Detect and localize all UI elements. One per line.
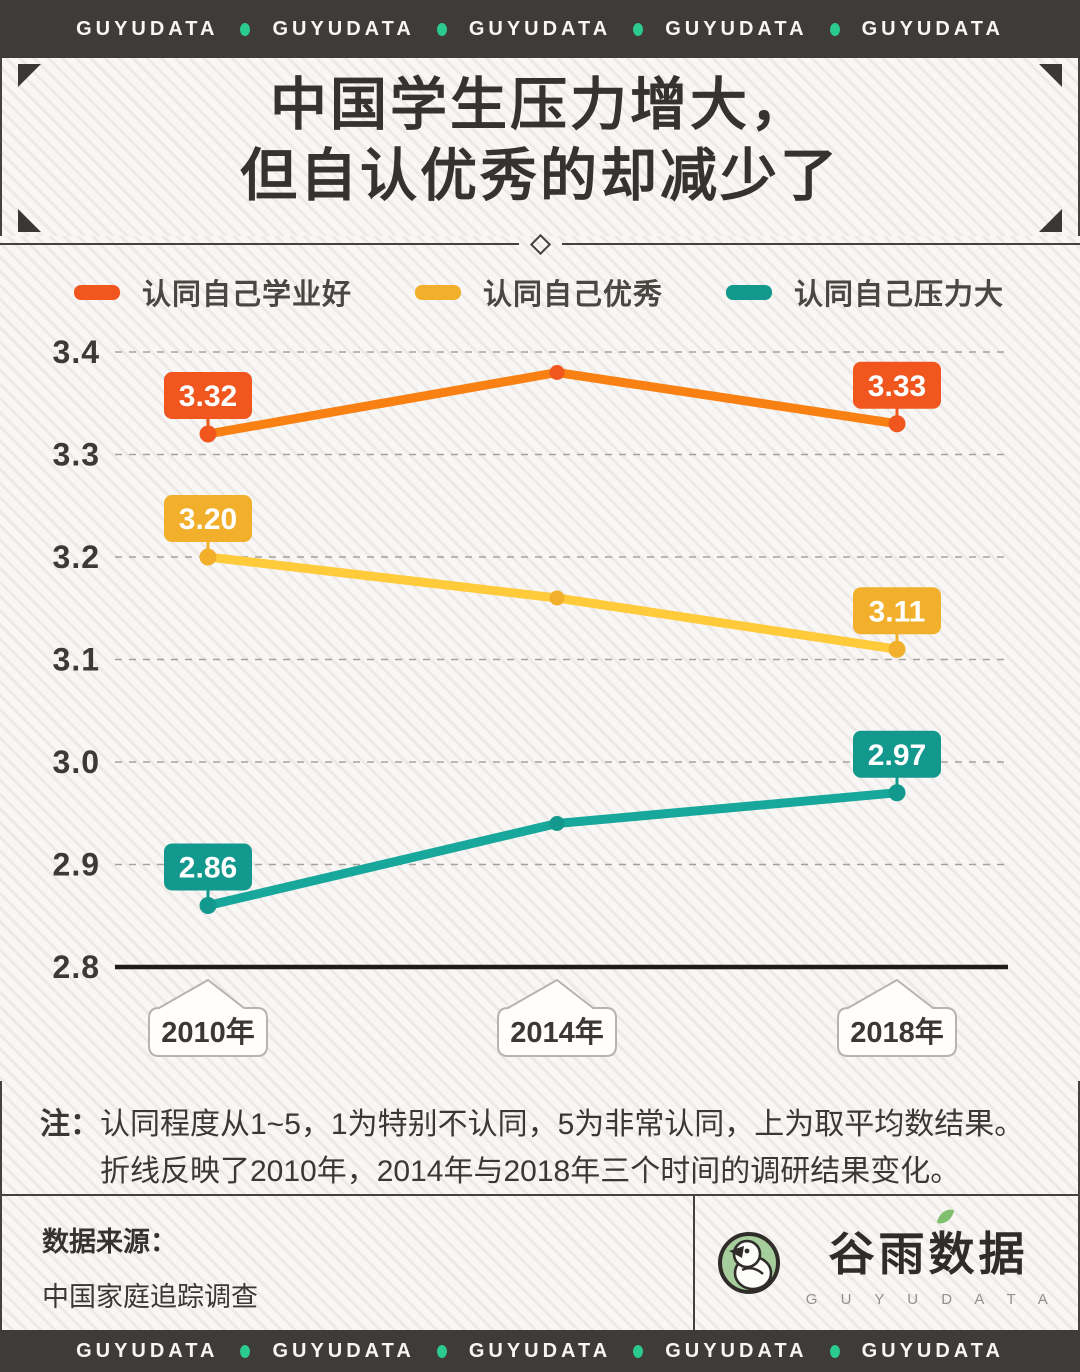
brand-label: GUYUDATA: [76, 17, 219, 40]
line-chart: 3.4 3.3 3.2 3.1 3.0 2.9 2.8 2010年 2014年 2018年 3.32…: [53, 334, 1010, 1057]
page-title-line1: 中国学生压力增大，: [270, 73, 810, 137]
corner-marker-top-right-icon: [1039, 64, 1062, 87]
x-tick-label: 2014年: [510, 1015, 604, 1049]
note-prefix: 注：: [40, 1108, 100, 1141]
publisher-logo-block: 谷雨数据 G U Y U D A T A: [693, 1196, 1078, 1330]
source-label: 数据来源：: [42, 1227, 177, 1257]
footer: 数据来源： 中国家庭追踪调查 谷雨数据: [2, 1194, 1078, 1330]
brand-label: GUYUDATA: [272, 17, 415, 40]
divider-rule: [0, 243, 519, 245]
data-label: 2.86: [179, 852, 237, 885]
data-label: 3.20: [179, 503, 237, 536]
brand-dot-icon: [240, 1344, 251, 1358]
brand-dot-icon: [436, 1344, 447, 1358]
legend-item-excellent: 认同自己优秀: [414, 271, 663, 313]
data-source-block: 数据来源： 中国家庭追踪调查: [2, 1196, 693, 1330]
brand-label: GUYUDATA: [272, 1339, 415, 1362]
legend-swatch-orange-icon: [74, 284, 120, 300]
chart-legend: 认同自己学业好 认同自己优秀 认同自己压力大: [0, 271, 1080, 313]
brand-label: GUYUDATA: [665, 17, 808, 40]
data-label-box: [853, 587, 941, 635]
data-label: 3.32: [179, 380, 237, 413]
y-tick-label: 3.1: [53, 642, 100, 678]
legend-swatch-teal-icon: [725, 284, 772, 300]
data-point: [549, 816, 565, 831]
data-point: [549, 590, 565, 606]
divider-rule: [561, 243, 1080, 245]
bottom-brand-bar: GUYUDATA GUYUDATA GUYUDATA GUYUDATA GUYU…: [0, 1330, 1080, 1372]
logo-english-name: G U Y U D A T A: [805, 1291, 1058, 1308]
brand-dot-icon: [633, 22, 644, 36]
y-tick-label: 3.4: [53, 334, 100, 370]
logo-chinese-name: 谷雨数据: [828, 1227, 1029, 1281]
data-point: [888, 784, 906, 802]
note-line1: 认同程度从1~5，1为特别不认同，5为非常认同，上为取平均数结果。: [100, 1108, 1025, 1141]
brand-label: GUYUDATA: [861, 1339, 1004, 1362]
lower-frame: 注： 认同程度从1~5，1为特别不认同，5为非常认同，上为取平均数结果。 折线反…: [0, 1081, 1080, 1330]
legend-swatch-yellow-icon: [414, 284, 461, 300]
corner-marker-top-left-icon: [18, 64, 41, 87]
data-point: [549, 365, 565, 380]
note-section: 注： 认同程度从1~5，1为特别不认同，5为非常认同，上为取平均数结果。 折线反…: [2, 1081, 1078, 1194]
brand-label: GUYUDATA: [665, 1339, 808, 1362]
brand-dot-icon: [829, 22, 840, 36]
diamond-icon: [529, 233, 551, 255]
data-label-box: [164, 372, 252, 419]
data-label: 3.11: [869, 595, 926, 628]
legend-label: 认同自己优秀: [482, 279, 663, 311]
x-tick-label: 2018年: [850, 1015, 944, 1049]
series-line: [203, 788, 902, 910]
data-point: [888, 640, 906, 658]
brand-label: GUYUDATA: [76, 1339, 219, 1362]
brand-label: GUYUDATA: [468, 17, 612, 40]
y-tick-label: 3.2: [53, 539, 100, 575]
brand-dot-icon: [829, 1344, 840, 1358]
data-point: [888, 415, 906, 433]
corner-marker-bottom-right-icon: [1039, 209, 1062, 232]
brand-dot-icon: [633, 1344, 644, 1358]
brand-dot-icon: [436, 22, 447, 36]
brand-label: GUYUDATA: [861, 17, 1004, 40]
top-brand-bar: GUYUDATA GUYUDATA GUYUDATA GUYUDATA GUYU…: [0, 0, 1080, 58]
data-label: 3.33: [868, 370, 926, 403]
data-point: [199, 897, 217, 914]
data-label-box: [853, 730, 941, 778]
y-tick-label: 3.3: [53, 437, 100, 473]
legend-label: 认同自己压力大: [793, 279, 1004, 311]
page-title-line2: 但自认优秀的却减少了: [240, 144, 840, 208]
corner-marker-bottom-left-icon: [18, 209, 41, 232]
brand-dot-icon: [240, 22, 251, 36]
y-tick-label: 2.9: [53, 847, 100, 883]
x-tick-label: 2010年: [161, 1015, 255, 1049]
chart-area: 3.4 3.3 3.2 3.1 3.0 2.9 2.8 2010年 2014年 2018年 3.32…: [0, 334, 1080, 1081]
legend-item-academic: 认同自己学业好: [74, 271, 352, 313]
page-title: 中国学生压力增大， 但自认优秀的却减少了: [2, 70, 1078, 212]
legend-item-pressure: 认同自己压力大: [725, 271, 1004, 313]
x-axis-label-box: [837, 979, 957, 1057]
y-tick-label: 2.8: [53, 949, 100, 985]
data-label-box: [164, 495, 252, 542]
data-point: [199, 548, 217, 566]
bird-logo-icon: [717, 1232, 780, 1294]
data-label: 2.97: [868, 739, 926, 772]
brand-label: GUYUDATA: [468, 1339, 612, 1362]
series-line: [203, 368, 902, 439]
data-label-box: [853, 361, 941, 409]
source-value: 中国家庭追踪调查: [42, 1282, 258, 1312]
data-label-box: [164, 843, 252, 891]
note-line2: 折线反映了2010年，2014年与2018年三个时间的调研结果变化。: [100, 1155, 961, 1188]
title-divider: [0, 233, 1080, 255]
title-block: 中国学生压力增大， 但自认优秀的却减少了: [0, 58, 1080, 236]
x-axis-label-box: [148, 979, 268, 1057]
data-point: [199, 425, 217, 443]
legend-label: 认同自己学业好: [142, 279, 353, 311]
y-tick-label: 3.0: [53, 744, 100, 780]
x-axis-label-box: [497, 979, 617, 1057]
